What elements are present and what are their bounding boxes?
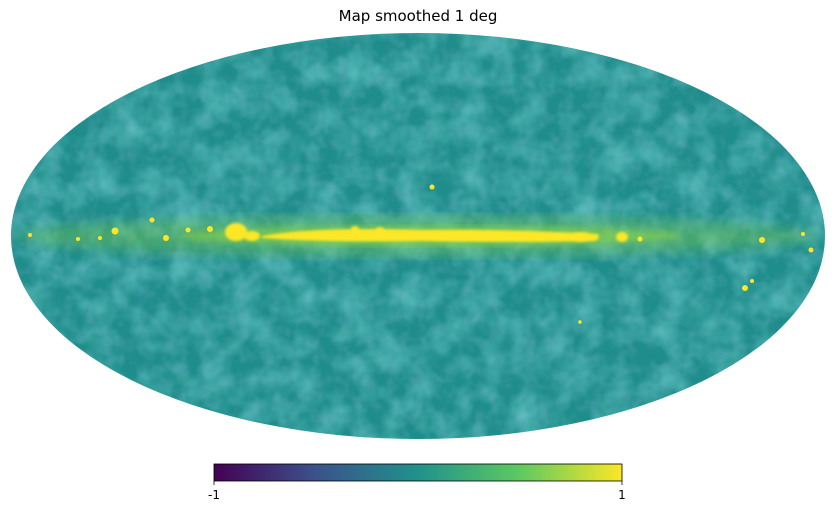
point-source — [742, 285, 748, 291]
point-source — [578, 320, 582, 324]
colorbar-frame — [213, 463, 623, 482]
galactic-plane-band — [262, 229, 599, 242]
point-source — [111, 227, 119, 235]
point-sources — [28, 184, 814, 324]
point-source — [750, 279, 754, 283]
colorbar-max-label: 1 — [618, 488, 626, 502]
point-source — [759, 237, 765, 243]
bright-source-cygnus — [225, 223, 247, 241]
bright-source — [566, 232, 594, 242]
point-source — [149, 217, 155, 223]
bright-source — [375, 227, 385, 233]
colorbar-min-label: -1 — [208, 488, 220, 502]
point-source — [98, 236, 102, 240]
bright-source — [244, 231, 260, 241]
colorbar — [213, 463, 623, 485]
colorbar-gradient — [214, 464, 622, 481]
point-source — [163, 235, 169, 241]
point-source — [207, 226, 213, 232]
point-source — [28, 233, 32, 237]
point-source — [76, 237, 80, 241]
galactic-plane — [225, 223, 628, 242]
point-source — [801, 232, 805, 236]
bright-source — [351, 226, 359, 232]
point-source — [429, 184, 435, 190]
point-source — [808, 247, 814, 253]
point-source — [637, 236, 643, 242]
bright-source — [616, 232, 628, 242]
map-title: Map smoothed 1 deg — [338, 7, 498, 25]
point-source — [185, 227, 191, 233]
